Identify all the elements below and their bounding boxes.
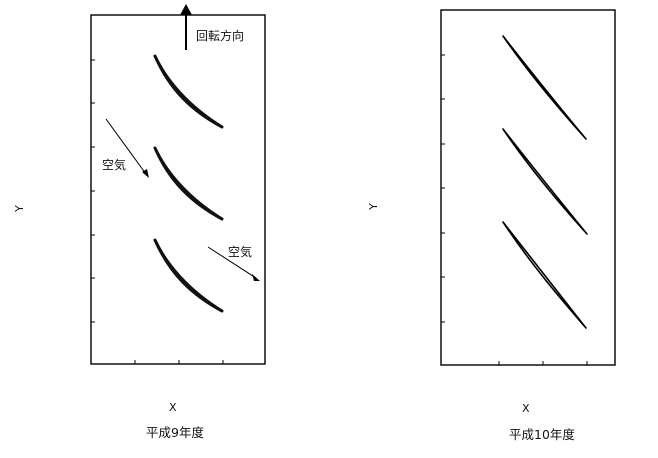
right-panel bbox=[440, 9, 616, 366]
right-y-ticks bbox=[441, 54, 445, 323]
left-panel bbox=[90, 4, 266, 365]
right-x-axis-label: X bbox=[522, 402, 530, 415]
right-plot-frame bbox=[440, 9, 616, 366]
rotation-direction-arrow bbox=[180, 4, 192, 50]
left-blade-3 bbox=[153, 238, 224, 313]
left-y-axis-label: Y bbox=[12, 205, 26, 212]
left-x-axis-label: X bbox=[169, 401, 177, 414]
left-blade-2 bbox=[153, 146, 224, 221]
left-blade-1 bbox=[153, 54, 224, 129]
air-inflow-arrow-2 bbox=[207, 246, 260, 281]
left-y-ticks bbox=[91, 59, 95, 323]
air-label-1: 空気 bbox=[102, 158, 127, 172]
right-blade-1 bbox=[502, 35, 587, 140]
left-plot-frame bbox=[90, 14, 266, 365]
right-panel-caption: 平成10年度 bbox=[509, 427, 575, 442]
left-x-ticks bbox=[134, 360, 224, 364]
air-inflow-arrow-1 bbox=[105, 118, 149, 178]
right-blade-2 bbox=[502, 128, 588, 235]
right-blade-3 bbox=[502, 221, 587, 329]
air-label-2: 空気 bbox=[228, 245, 253, 259]
right-y-axis-label: Y bbox=[366, 203, 380, 210]
left-panel-caption: 平成9年度 bbox=[146, 425, 204, 440]
right-x-ticks bbox=[498, 361, 588, 365]
rotation-direction-label: 回転方向 bbox=[196, 29, 245, 43]
